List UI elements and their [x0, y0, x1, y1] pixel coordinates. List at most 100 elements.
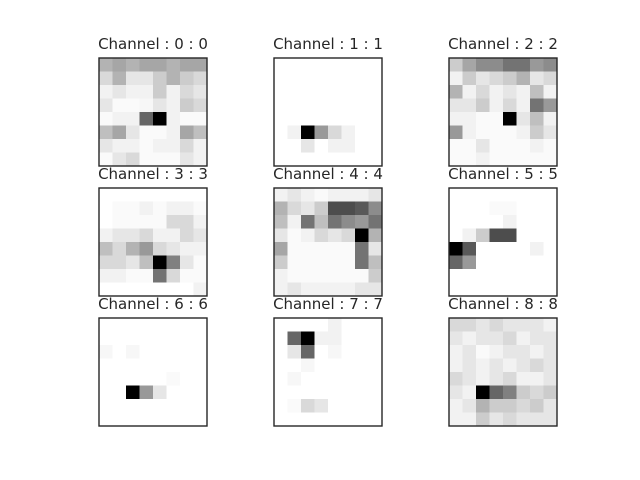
heatmap-cell: [112, 255, 127, 270]
heatmap-cell: [489, 152, 504, 167]
heatmap-cell: [530, 399, 544, 413]
heatmap-cell: [543, 412, 558, 427]
heatmap-cell: [301, 358, 315, 373]
heatmap-cell: [112, 318, 127, 332]
heatmap-cell: [530, 188, 544, 202]
heatmap-cell: [503, 71, 517, 86]
heatmap-cell: [314, 331, 329, 346]
heatmap-cell: [153, 188, 167, 202]
heatmap-cell: [368, 269, 383, 283]
heatmap-cell: [126, 85, 140, 99]
heatmap-cell: [489, 112, 504, 126]
heatmap-cell: [355, 152, 369, 167]
heatmap-cell: [368, 372, 383, 386]
heatmap-cell: [112, 358, 127, 373]
heatmap-cell: [449, 98, 463, 113]
heatmap-cell: [180, 228, 194, 243]
heatmap-cell: [112, 269, 127, 283]
heatmap-cell: [328, 358, 342, 373]
heatmap-cell: [139, 412, 154, 427]
heatmap-cell: [126, 125, 140, 140]
heatmap-cell: [516, 58, 531, 72]
heatmap-cell: [462, 112, 477, 126]
heatmap-cell: [314, 385, 329, 400]
heatmap-cell: [180, 112, 194, 126]
heatmap-cell: [341, 201, 356, 216]
heatmap-cell: [355, 269, 369, 283]
heatmap-cell: [476, 152, 490, 167]
heatmap-cell: [516, 139, 531, 153]
panel-title: Channel : 8 : 8: [448, 295, 558, 313]
heatmap-cell: [449, 242, 463, 256]
heatmap-cell: [139, 125, 154, 140]
channel-panel-3: Channel : 3 : 3: [98, 165, 208, 297]
heatmap-cell: [328, 242, 342, 256]
heatmap-cell: [126, 255, 140, 270]
heatmap-cell: [99, 269, 113, 283]
heatmap-cell: [287, 318, 302, 332]
heatmap-cell: [274, 345, 288, 359]
heatmap-cell: [476, 282, 490, 297]
heatmap-cell: [99, 71, 113, 86]
heatmap-cell: [314, 358, 329, 373]
heatmap-cell: [314, 242, 329, 256]
heatmap-cell: [462, 98, 477, 113]
heatmap-cell: [301, 372, 315, 386]
heatmap-cell: [503, 345, 517, 359]
heatmap-cell: [503, 282, 517, 297]
heatmap-cell: [193, 228, 208, 243]
heatmap-cell: [341, 188, 356, 202]
heatmap-cell: [287, 331, 302, 346]
heatmap-cell: [516, 318, 531, 332]
heatmap-cell: [328, 255, 342, 270]
heatmap-cell: [301, 228, 315, 243]
heatmap-cell: [287, 98, 302, 113]
heatmap-cell: [301, 58, 315, 72]
heatmap-cell: [476, 139, 490, 153]
heatmap-cell: [314, 71, 329, 86]
panel-title: Channel : 6 : 6: [98, 295, 208, 313]
heatmap-cell: [516, 255, 531, 270]
heatmap-cell: [462, 201, 477, 216]
heatmap-cell: [355, 331, 369, 346]
heatmap-cell: [274, 372, 288, 386]
heatmap-cell: [193, 71, 208, 86]
heatmap-cell: [287, 85, 302, 99]
heatmap-cell: [530, 331, 544, 346]
heatmap-cell: [99, 242, 113, 256]
heatmap-cell: [530, 385, 544, 400]
heatmap-cell: [139, 71, 154, 86]
heatmap-cell: [516, 201, 531, 216]
heatmap-cell: [516, 372, 531, 386]
heatmap-cell: [301, 331, 315, 346]
heatmap-cell: [543, 269, 558, 283]
heatmap-cell: [341, 139, 356, 153]
heatmap-cell: [139, 201, 154, 216]
heatmap-cell: [503, 58, 517, 72]
heatmap-cell: [180, 71, 194, 86]
heatmap-cell: [166, 318, 181, 332]
heatmap-cell: [341, 228, 356, 243]
heatmap-cell: [516, 188, 531, 202]
heatmap-cell: [180, 331, 194, 346]
panel-frame: [273, 57, 383, 167]
heatmap-cell: [274, 98, 288, 113]
heatmap-cell: [274, 201, 288, 216]
heatmap-cell: [99, 318, 113, 332]
heatmap-cell: [274, 112, 288, 126]
heatmap-cell: [341, 215, 356, 229]
heatmap-cell: [314, 255, 329, 270]
heatmap-cell: [368, 385, 383, 400]
heatmap-cell: [99, 412, 113, 427]
heatmap-cell: [166, 201, 181, 216]
heatmap-cell: [112, 242, 127, 256]
heatmap-cell: [503, 85, 517, 99]
heatmap-cell: [153, 125, 167, 140]
heatmap-cell: [153, 318, 167, 332]
heatmap-cell: [489, 188, 504, 202]
heatmap-cell: [449, 331, 463, 346]
heatmap-cell: [543, 188, 558, 202]
heatmap-cell: [530, 269, 544, 283]
heatmap-cell: [503, 385, 517, 400]
heatmap-cell: [530, 242, 544, 256]
